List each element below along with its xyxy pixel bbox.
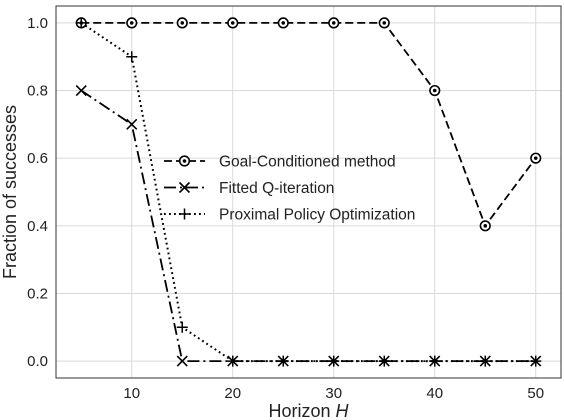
data-point-center [533,156,538,160]
data-point-center [230,21,235,25]
data-point [176,355,188,367]
data-point [75,17,87,29]
y-tick-label: 0.4 [27,218,48,235]
data-point [530,355,542,367]
x-tick-label: 10 [123,385,140,402]
data-point [328,355,340,367]
data-point-center [281,21,286,25]
x-axis-label-variable: H [336,401,350,420]
series-3 [75,17,542,367]
legend: Goal-Conditioned method Fitted Q-iteratio… [164,154,415,224]
legend-label: Proximal Policy Optimization [219,207,415,224]
data-point-center [180,21,185,25]
data-point [126,51,138,63]
series-2-line [80,89,536,362]
data-point [378,355,390,367]
legend-marker [178,181,191,194]
legend-label: Goal-Conditioned method [219,154,396,171]
y-tick-label: 0.2 [27,285,48,302]
data-point [126,118,138,130]
series-1-line [81,22,537,228]
data-point [176,321,188,333]
data-point [429,355,441,367]
legend-item: Goal-Conditioned method [164,154,396,171]
series-1 [75,17,542,232]
data-point-center [483,224,488,228]
legend-marker-center [182,159,187,163]
x-tick-label: 20 [224,385,241,402]
data-point-center [331,21,336,25]
legend-item: Proximal Policy Optimization [164,207,415,224]
data-point-center [129,21,134,25]
series-layer [75,17,542,367]
legend-marker [179,208,190,220]
x-tick-label: 30 [325,385,342,402]
x-axis-ticks: 10 20 30 40 50 [123,385,544,402]
y-axis-label: Fraction of successes [0,105,20,279]
y-axis-ticks: 0.0 0.2 0.4 0.6 0.8 1.0 [27,15,48,370]
y-tick-label: 0.6 [27,150,48,167]
data-point-center [382,21,387,25]
data-point [277,355,289,367]
plot-frame [55,5,562,379]
data-point-center [432,88,437,93]
x-tick-label: 50 [527,385,544,402]
y-tick-label: 0.0 [27,353,48,370]
y-tick-label: 1.0 [27,15,48,32]
legend-item: Fitted Q-iteration [164,180,334,197]
data-point [479,355,491,367]
y-tick-label: 0.8 [27,83,48,100]
x-axis-label-prefix: Horizon [268,401,335,420]
data-point [227,355,239,367]
x-axis-label: Horizon H [268,401,349,420]
legend-label: Fitted Q-iteration [219,180,334,197]
x-tick-label: 40 [426,385,443,402]
data-point [75,84,87,97]
